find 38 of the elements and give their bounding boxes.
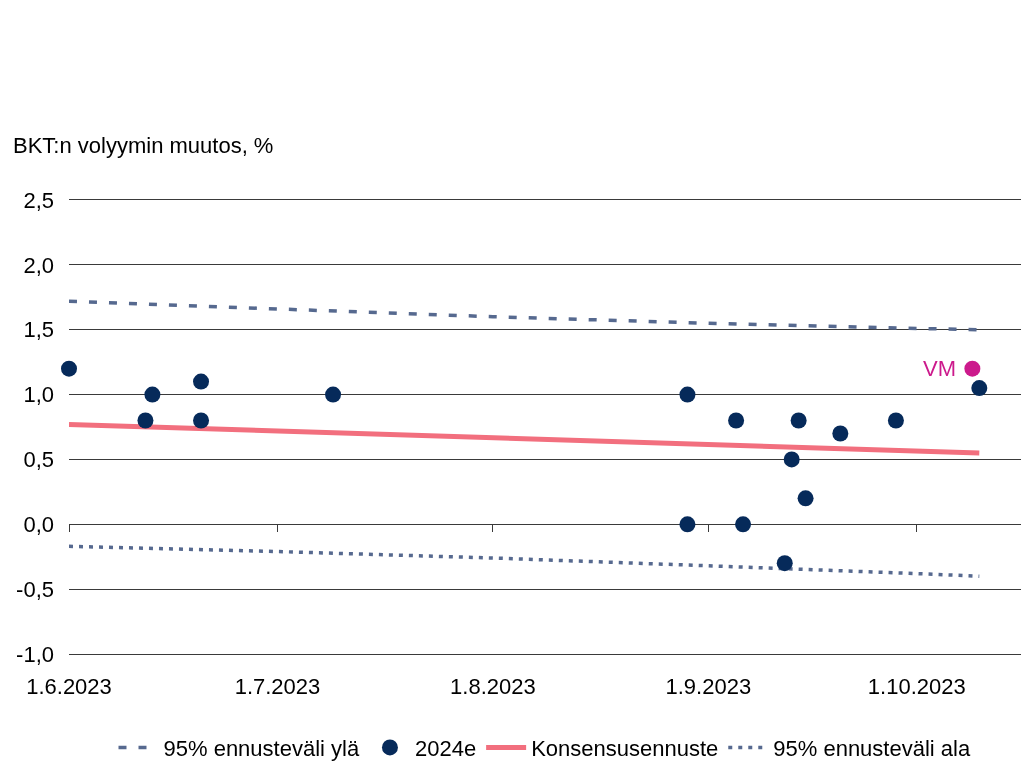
x-tick-label: 1.10.2023	[867, 673, 966, 699]
point	[679, 516, 696, 533]
point	[325, 386, 342, 403]
point	[790, 412, 807, 429]
y-tick-label: 0,5	[23, 447, 54, 473]
point	[887, 412, 904, 429]
y-tick-label: 2,0	[23, 252, 54, 278]
y-tick-label: 1,5	[23, 317, 54, 343]
y-tick-label: -1,0	[16, 641, 54, 667]
x-tick-label: 1.8.2023	[450, 673, 536, 699]
point	[61, 360, 77, 377]
x-tick-label: 1.6.2023	[26, 673, 112, 699]
x-tick-label: 1.7.2023	[234, 673, 321, 699]
point	[735, 516, 752, 533]
line-series	[69, 544, 982, 578]
point	[193, 373, 210, 390]
point	[679, 386, 696, 403]
point	[783, 451, 800, 468]
point	[971, 380, 988, 397]
annotation: VM	[923, 356, 956, 381]
point	[137, 412, 154, 429]
point	[964, 360, 981, 377]
point	[728, 412, 745, 429]
y-tick-label: -0,5	[16, 576, 54, 602]
point	[832, 425, 849, 442]
point	[797, 490, 814, 507]
legend-label: 95% ennusteväli ylä	[163, 736, 360, 762]
y-tick-label: 0,0	[23, 511, 54, 537]
x-tick-label: 1.9.2023	[665, 673, 752, 699]
y-tick-label: 2,5	[23, 187, 54, 213]
y-tick-label: 1,0	[23, 382, 54, 408]
point	[144, 386, 161, 403]
point	[193, 412, 210, 429]
legend-label: Konsensusennuste	[531, 736, 719, 762]
point	[776, 555, 793, 572]
legend-label: 2024e	[414, 736, 477, 762]
legend-label: 95% ennusteväli ala	[773, 736, 971, 762]
y-axis-title: BKT:n volyymin muutos, %	[13, 133, 274, 158]
